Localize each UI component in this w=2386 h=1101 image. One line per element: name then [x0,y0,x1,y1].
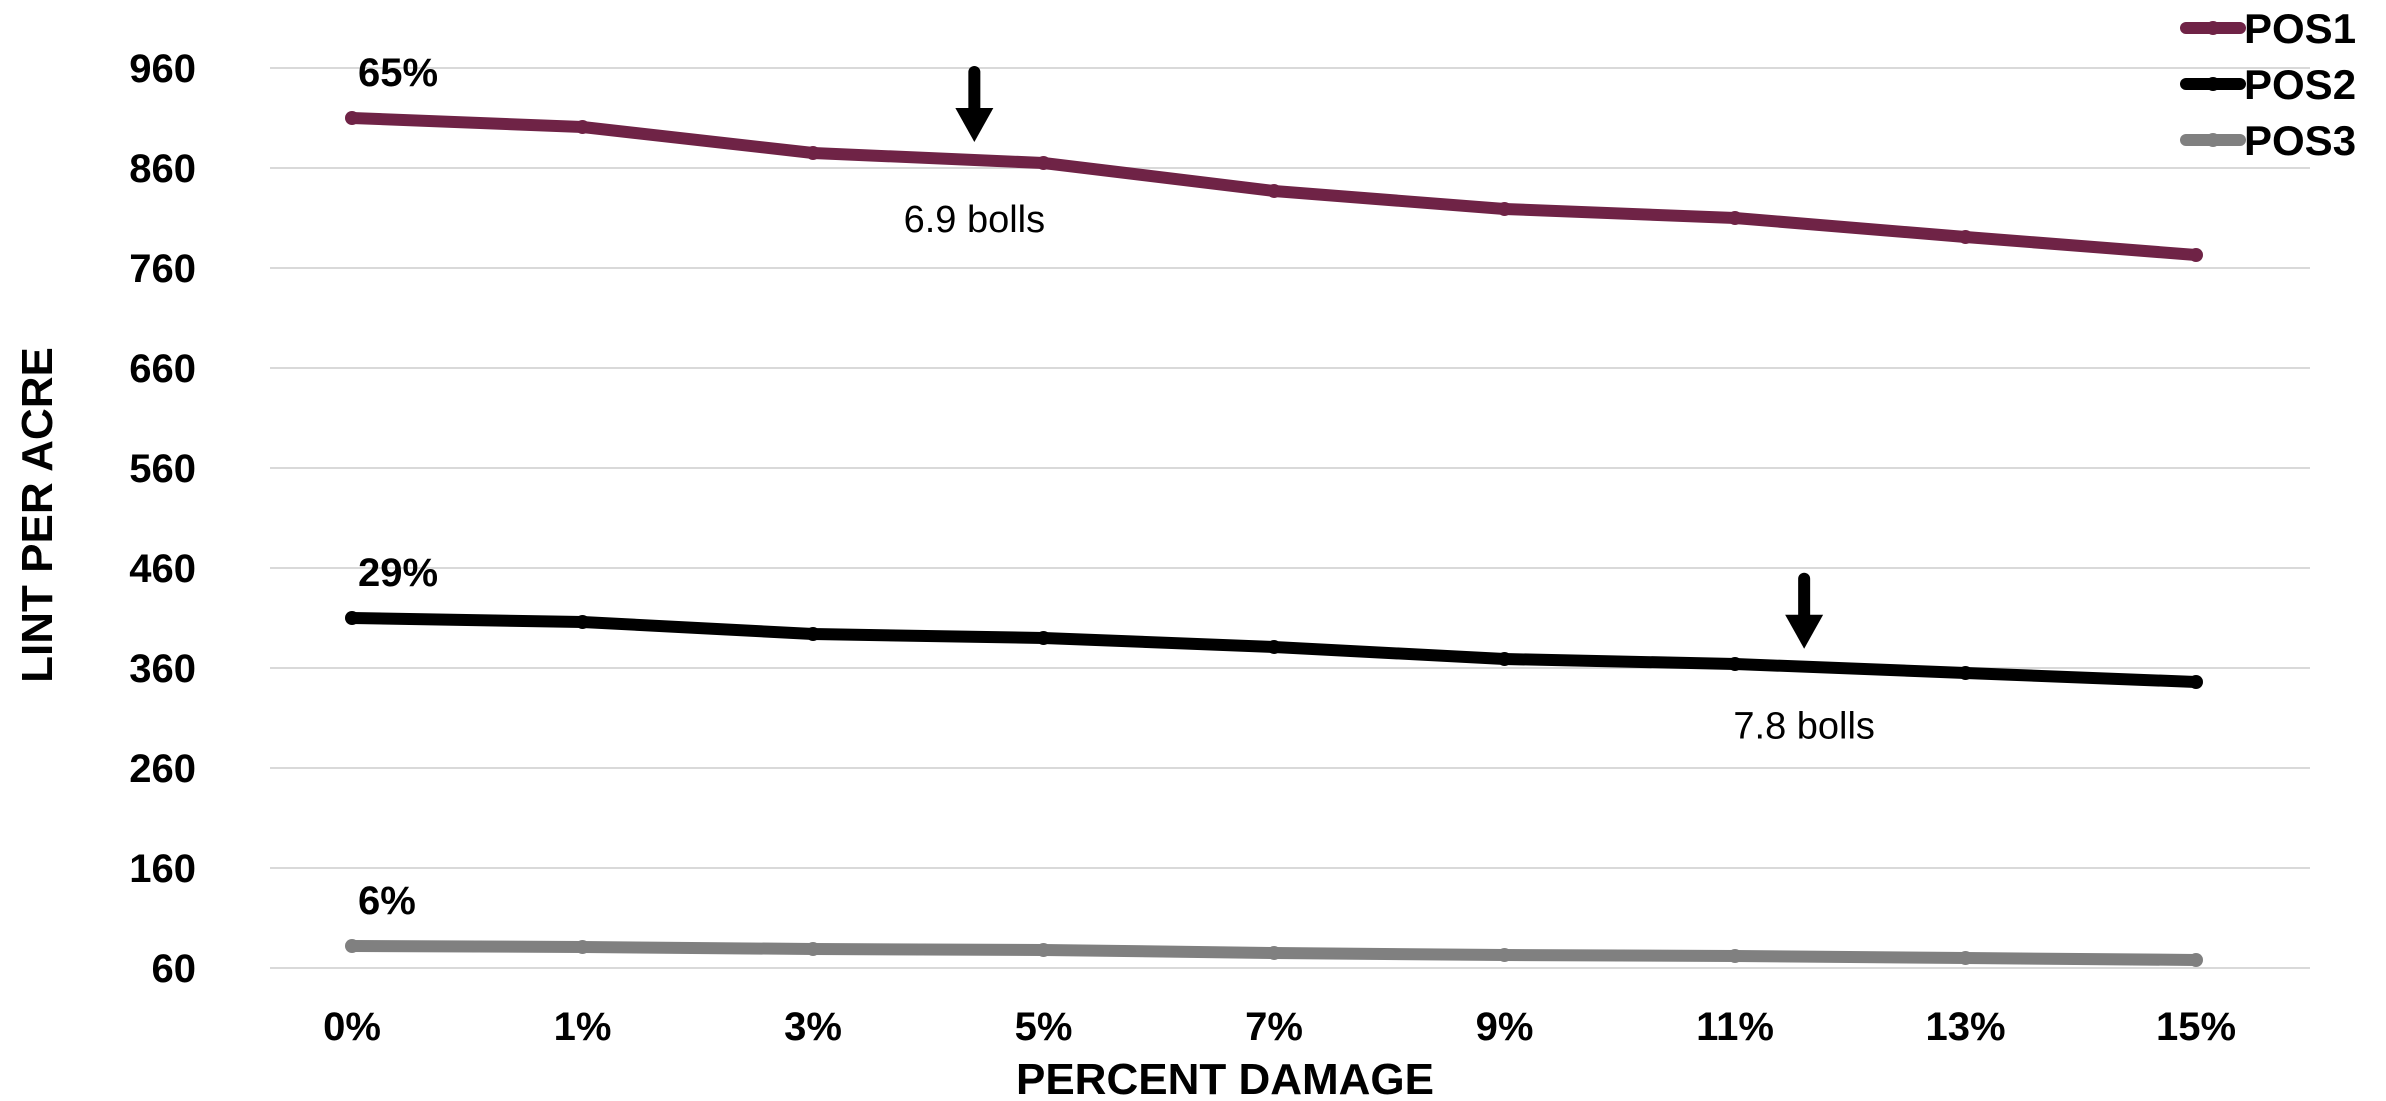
data-point [1036,943,1051,957]
y-tick-label: 160 [129,847,196,891]
data-point [1497,948,1512,962]
data-point [575,615,590,629]
y-tick-label: 60 [152,947,197,991]
series-share-label: 29% [358,551,438,595]
data-point [2189,248,2203,262]
data-point [345,939,359,953]
legend-marker [2206,77,2220,91]
y-tick-label: 660 [129,347,196,391]
x-tick-label: 7% [1245,1005,1303,1049]
data-point [1728,949,1742,963]
series-pos1 [345,111,2203,262]
x-tick-label: 15% [2156,1005,2236,1049]
data-point [1728,657,1742,671]
y-axis-title: LINT PER ACRE [13,347,62,683]
y-tick-label: 860 [129,147,196,191]
x-tick-label: 13% [1925,1005,2005,1049]
x-tick-label: 11% [1696,1005,1774,1049]
y-tick-label: 260 [129,747,196,791]
data-point [1267,184,1281,198]
legend: POS1 POS2 POS3 [2180,5,2356,164]
legend-label: POS3 [2244,117,2356,164]
annotation: 7.8 bolls [1733,572,1875,748]
annotation: 6.9 bolls [904,66,1046,241]
x-tick-label: 0% [323,1005,381,1049]
x-tick-label: 3% [784,1005,842,1049]
series-share-label: 6% [358,879,416,923]
legend-item-pos3: POS3 [2180,117,2356,164]
x-tick-label: 5% [1015,1005,1073,1049]
data-point [1958,230,1973,244]
x-tick-label: 9% [1476,1005,1534,1049]
data-point [1728,211,1742,225]
data-point [2189,675,2203,689]
data-point [1958,666,1973,680]
series-pos2 [345,611,2203,689]
data-point [806,627,820,641]
data-point [2189,953,2203,967]
data-point [1497,652,1512,666]
data-annotations: 65% 29% 6% 6.9 bolls 7.8 bolls [358,51,1875,923]
annotation-label: 7.8 bolls [1733,706,1875,748]
legend-marker [2206,21,2220,35]
y-tick-label: 460 [129,547,196,591]
data-point [345,611,359,625]
arrow-head [955,108,994,142]
legend-marker [2206,133,2220,147]
arrow-head [1785,614,1824,649]
data-point [1036,631,1051,645]
annotation-label: 6.9 bolls [904,199,1046,241]
data-point [575,940,590,954]
y-tick-label: 760 [129,247,196,291]
y-tick-label: 560 [129,447,196,491]
data-point [575,120,590,134]
y-tick-label: 960 [129,47,196,91]
series-share-label: 65% [358,51,438,95]
series-lines [345,111,2203,967]
data-point [806,146,820,160]
legend-item-pos1: POS1 [2180,5,2356,52]
data-point [806,942,820,956]
legend-label: POS2 [2244,61,2356,108]
gridlines [270,67,2310,969]
data-point [1267,640,1281,654]
legend-label: POS1 [2244,5,2356,52]
legend-item-pos2: POS2 [2180,61,2356,108]
x-axis-ticks: 0% 1% 3% 5% 7% 9% 11% 13% 15% [323,1005,2236,1049]
y-axis-ticks: 960 860 760 660 560 460 360 260 160 60 [129,47,196,991]
x-tick-label: 1% [554,1005,612,1049]
x-axis-title: PERCENT DAMAGE [1016,1055,1434,1101]
data-point [1958,951,1973,965]
y-tick-label: 360 [129,647,196,691]
data-point [1036,156,1051,170]
data-point [345,111,359,125]
series-pos3 [345,939,2203,967]
data-point [1497,202,1512,216]
data-point [1267,946,1281,960]
